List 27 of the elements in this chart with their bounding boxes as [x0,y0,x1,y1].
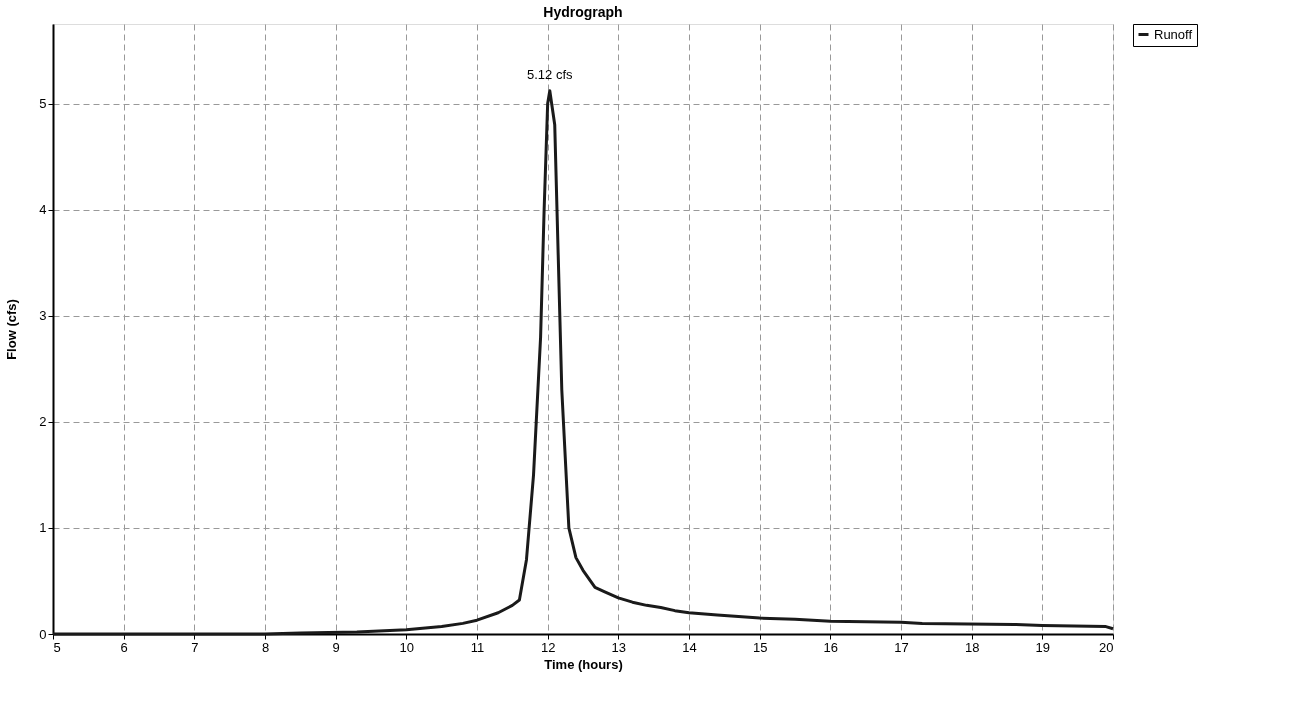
x-tick-label: 13 [611,639,627,655]
x-axis-title: Time (hours) [544,656,623,672]
x-tick-label: 11 [470,639,485,655]
x-tick-label: 10 [399,639,415,655]
x-tick-label: 8 [261,639,270,655]
y-tick-label: 0 [39,626,47,642]
x-tick-label: 6 [120,639,128,655]
y-axis-title: Flow (cfs) [4,299,20,360]
y-tick-label: 1 [39,520,47,536]
x-tick-label: 9 [332,639,340,655]
x-tick-label: 20 [1099,639,1114,655]
x-tick-label: 7 [191,639,199,655]
x-tick-label: 18 [964,639,980,655]
y-tick-label: 4 [39,202,47,218]
x-tick-label: 14 [682,639,697,655]
x-tick-label: 19 [1035,639,1051,655]
chart-title: Hydrograph [543,3,623,20]
x-tick-label: 5 [53,639,61,655]
x-tick-label: 12 [540,639,556,655]
y-tick-label: 2 [39,414,47,430]
x-tick-label: 15 [752,639,768,655]
annotation: 5.12 cfs [527,66,574,82]
y-tick-label: 3 [39,308,47,324]
x-tick-label: 17 [894,639,909,655]
x-tick-label: 16 [823,639,839,655]
y-tick-label: 5 [39,96,47,112]
legend-label: Runoff [1154,26,1193,42]
